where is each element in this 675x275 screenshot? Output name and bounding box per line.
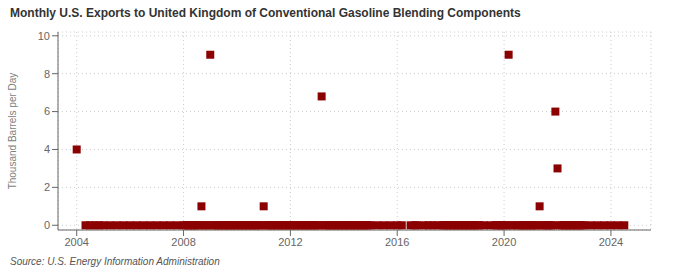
svg-text:2008: 2008 [171, 236, 195, 248]
svg-text:6: 6 [44, 105, 50, 117]
html-text:Monthly U.S. Exports to United: Monthly U.S. Exports to United Kingdom o… [10, 6, 521, 20]
svg-text:Thousand Barrels per Day: Thousand Barrels per Day [8, 73, 18, 190]
svg-text:2020: 2020 [492, 236, 516, 248]
svg-text:4: 4 [44, 143, 50, 155]
svg-text:2012: 2012 [278, 236, 302, 248]
svg-text:10: 10 [38, 30, 50, 42]
svg-text:8: 8 [44, 68, 50, 80]
html-text:Source: U.S. Energy Informatio: Source: U.S. Energy Information Administ… [10, 256, 220, 267]
svg-text:2004: 2004 [64, 236, 88, 248]
svg-text:2: 2 [44, 181, 50, 193]
svg-text:2016: 2016 [385, 236, 409, 248]
svg-text:2024: 2024 [599, 236, 623, 248]
svg-text:0: 0 [44, 219, 50, 231]
